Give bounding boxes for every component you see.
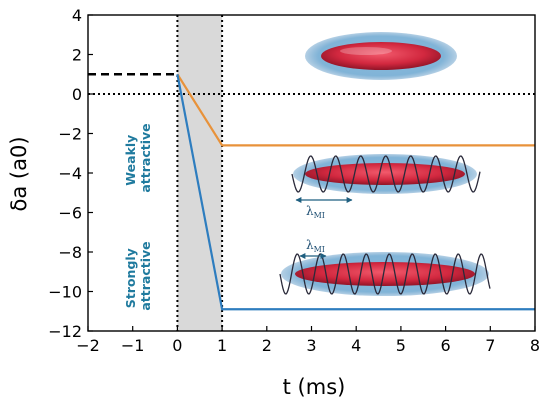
y-tick-label: −4	[58, 164, 82, 183]
x-tick-label: 0	[172, 336, 182, 355]
y-tick-label: 4	[72, 6, 82, 25]
x-tick-label: −2	[76, 336, 100, 355]
density-wave-strong	[279, 253, 491, 295]
y-tick-label: −2	[58, 125, 82, 144]
modulated-cloud-inset-weak	[291, 154, 481, 203]
y-axis-label: δa (a0)	[7, 136, 31, 211]
y-tick-label: −6	[58, 204, 82, 223]
data-series	[88, 73, 535, 311]
density-wave-weak	[291, 155, 481, 193]
smooth-cloud-inset	[305, 32, 457, 80]
annotations: Weakly attractive Strongly attractive λM…	[123, 123, 325, 310]
x-tick-label: 8	[530, 336, 540, 355]
y-tick-label: 2	[72, 46, 82, 65]
x-tick-label: 2	[262, 336, 272, 355]
x-tick-label: 5	[396, 336, 406, 355]
series-line-2	[176, 74, 535, 311]
y-tick-label: −10	[48, 283, 82, 302]
lambda-mi-label-weak: λMI	[306, 204, 325, 220]
condensate-insets	[279, 32, 491, 296]
x-tick-label: 4	[351, 336, 361, 355]
x-tick-label: −1	[121, 336, 145, 355]
modulated-cloud-inset-strong	[279, 252, 491, 296]
y-tick-label: −8	[58, 243, 82, 262]
y-tick-label: −12	[48, 322, 82, 341]
series-line-1	[176, 73, 535, 147]
weakly-attractive-label: Weakly attractive	[123, 123, 153, 192]
x-axis-label: t (ms)	[283, 375, 346, 399]
x-tick-label: 1	[217, 336, 227, 355]
x-tick-label: 6	[441, 336, 451, 355]
quench-interval-shade	[177, 15, 223, 331]
y-tick-label: 0	[72, 85, 82, 104]
x-tick-label: 7	[485, 336, 495, 355]
x-tick-label: 3	[306, 336, 316, 355]
strongly-attractive-label: Strongly attractive	[123, 241, 153, 310]
lambda-mi-label-strong: λMI	[306, 238, 325, 254]
